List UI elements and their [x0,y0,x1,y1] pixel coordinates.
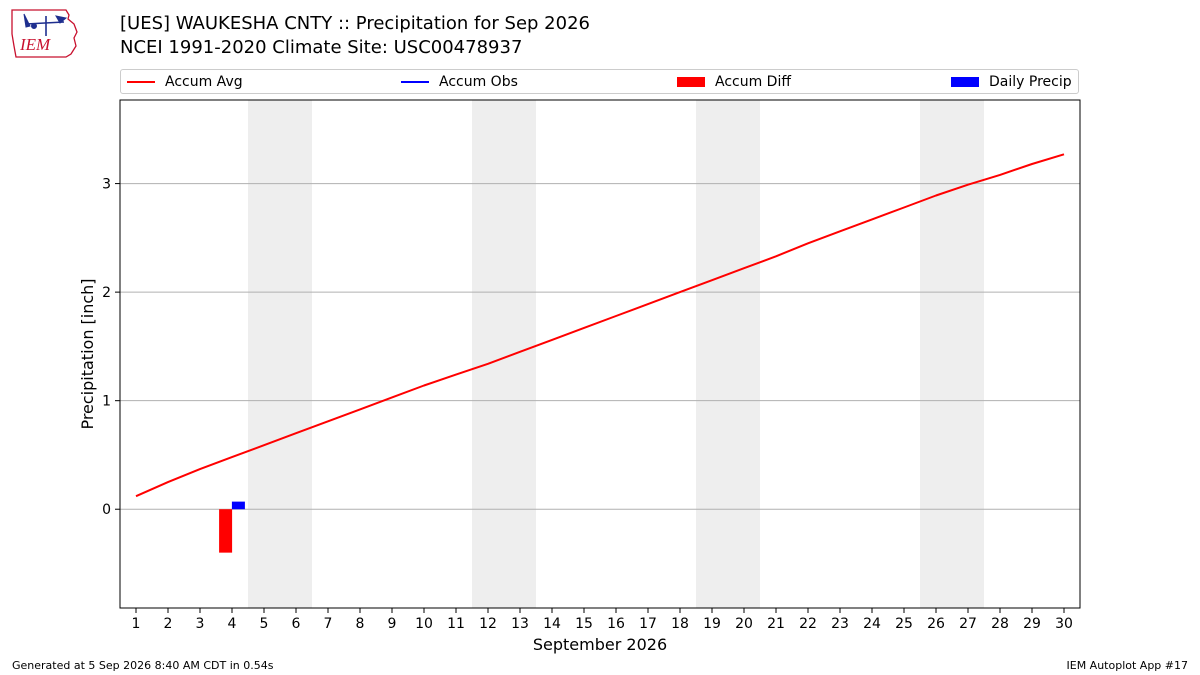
weekend-shade [472,100,536,608]
x-tick-label: 5 [260,616,269,632]
legend: Accum Avg Accum Obs Accum Diff Daily Pre… [120,69,1079,94]
x-tick-label: 4 [228,616,237,632]
bar-daily-precip [231,501,245,510]
iem-logo: IEM [11,9,78,58]
y-tick-label: 0 [102,502,111,518]
x-tick-label: 8 [356,616,365,632]
x-tick-label: 27 [959,616,977,632]
iowa-outline-icon [11,9,78,58]
weather-station-icon [23,13,68,36]
y-tick-label: 1 [102,394,111,410]
x-tick-label: 14 [543,616,561,632]
x-tick-label: 12 [479,616,497,632]
x-tick-label: 7 [324,616,333,632]
legend-label: Daily Precip [989,73,1072,90]
x-axis-label: September 2026 [533,635,667,654]
x-tick-label: 29 [1023,616,1041,632]
logo-text: IEM [19,35,51,54]
x-tick-label: 22 [799,616,817,632]
x-tick-label: 17 [639,616,657,632]
x-tick-label: 21 [767,616,785,632]
legend-swatch [951,76,979,87]
weekend-shade [696,100,760,608]
x-tick-label: 30 [1055,616,1073,632]
legend-swatch [401,80,429,83]
y-axis-label: Precipitation [inch] [78,278,97,429]
legend-swatch [127,80,155,83]
x-tick-label: 9 [388,616,397,632]
legend-item-daily-precip: Daily Precip [951,70,1072,93]
generated-timestamp: Generated at 5 Sep 2026 8:40 AM CDT in 0… [12,659,274,672]
y-tick-label: 3 [102,177,111,193]
legend-label: Accum Obs [439,73,518,90]
weekend-shade [920,100,984,608]
series-line-accum-avg [135,153,1065,498]
x-tick-label: 26 [927,616,945,632]
weekend-shade [248,100,312,608]
x-tick-label: 19 [703,616,721,632]
autoplot-app-id: IEM Autoplot App #17 [1066,659,1189,672]
chart-subtitle: NCEI 1991-2020 Climate Site: USC00478937 [120,37,523,58]
bar-accum-diff [219,509,233,553]
x-tick-label: 1 [132,616,141,632]
x-tick-label: 28 [991,616,1009,632]
legend-label: Accum Avg [165,73,243,90]
legend-item-accum-avg: Accum Avg [127,70,243,93]
x-tick-label: 11 [447,616,465,632]
x-tick-label: 13 [511,616,529,632]
x-tick-label: 10 [415,616,433,632]
legend-item-accum-diff: Accum Diff [677,70,791,93]
x-tick-label: 20 [735,616,753,632]
legend-item-accum-obs: Accum Obs [401,70,518,93]
x-tick-label: 24 [863,616,881,632]
x-tick-label: 25 [895,616,913,632]
x-tick-label: 2 [164,616,173,632]
x-tick-label: 15 [575,616,593,632]
y-tick-label: 2 [102,285,111,301]
x-tick-label: 6 [292,616,301,632]
plot-frame [119,99,1081,609]
x-tick-label: 18 [671,616,689,632]
chart-title: [UES] WAUKESHA CNTY :: Precipitation for… [120,13,590,34]
x-tick-label: 3 [196,616,205,632]
x-tick-label: 23 [831,616,849,632]
legend-label: Accum Diff [715,73,792,90]
legend-swatch [677,76,705,87]
x-tick-label: 16 [607,616,625,632]
